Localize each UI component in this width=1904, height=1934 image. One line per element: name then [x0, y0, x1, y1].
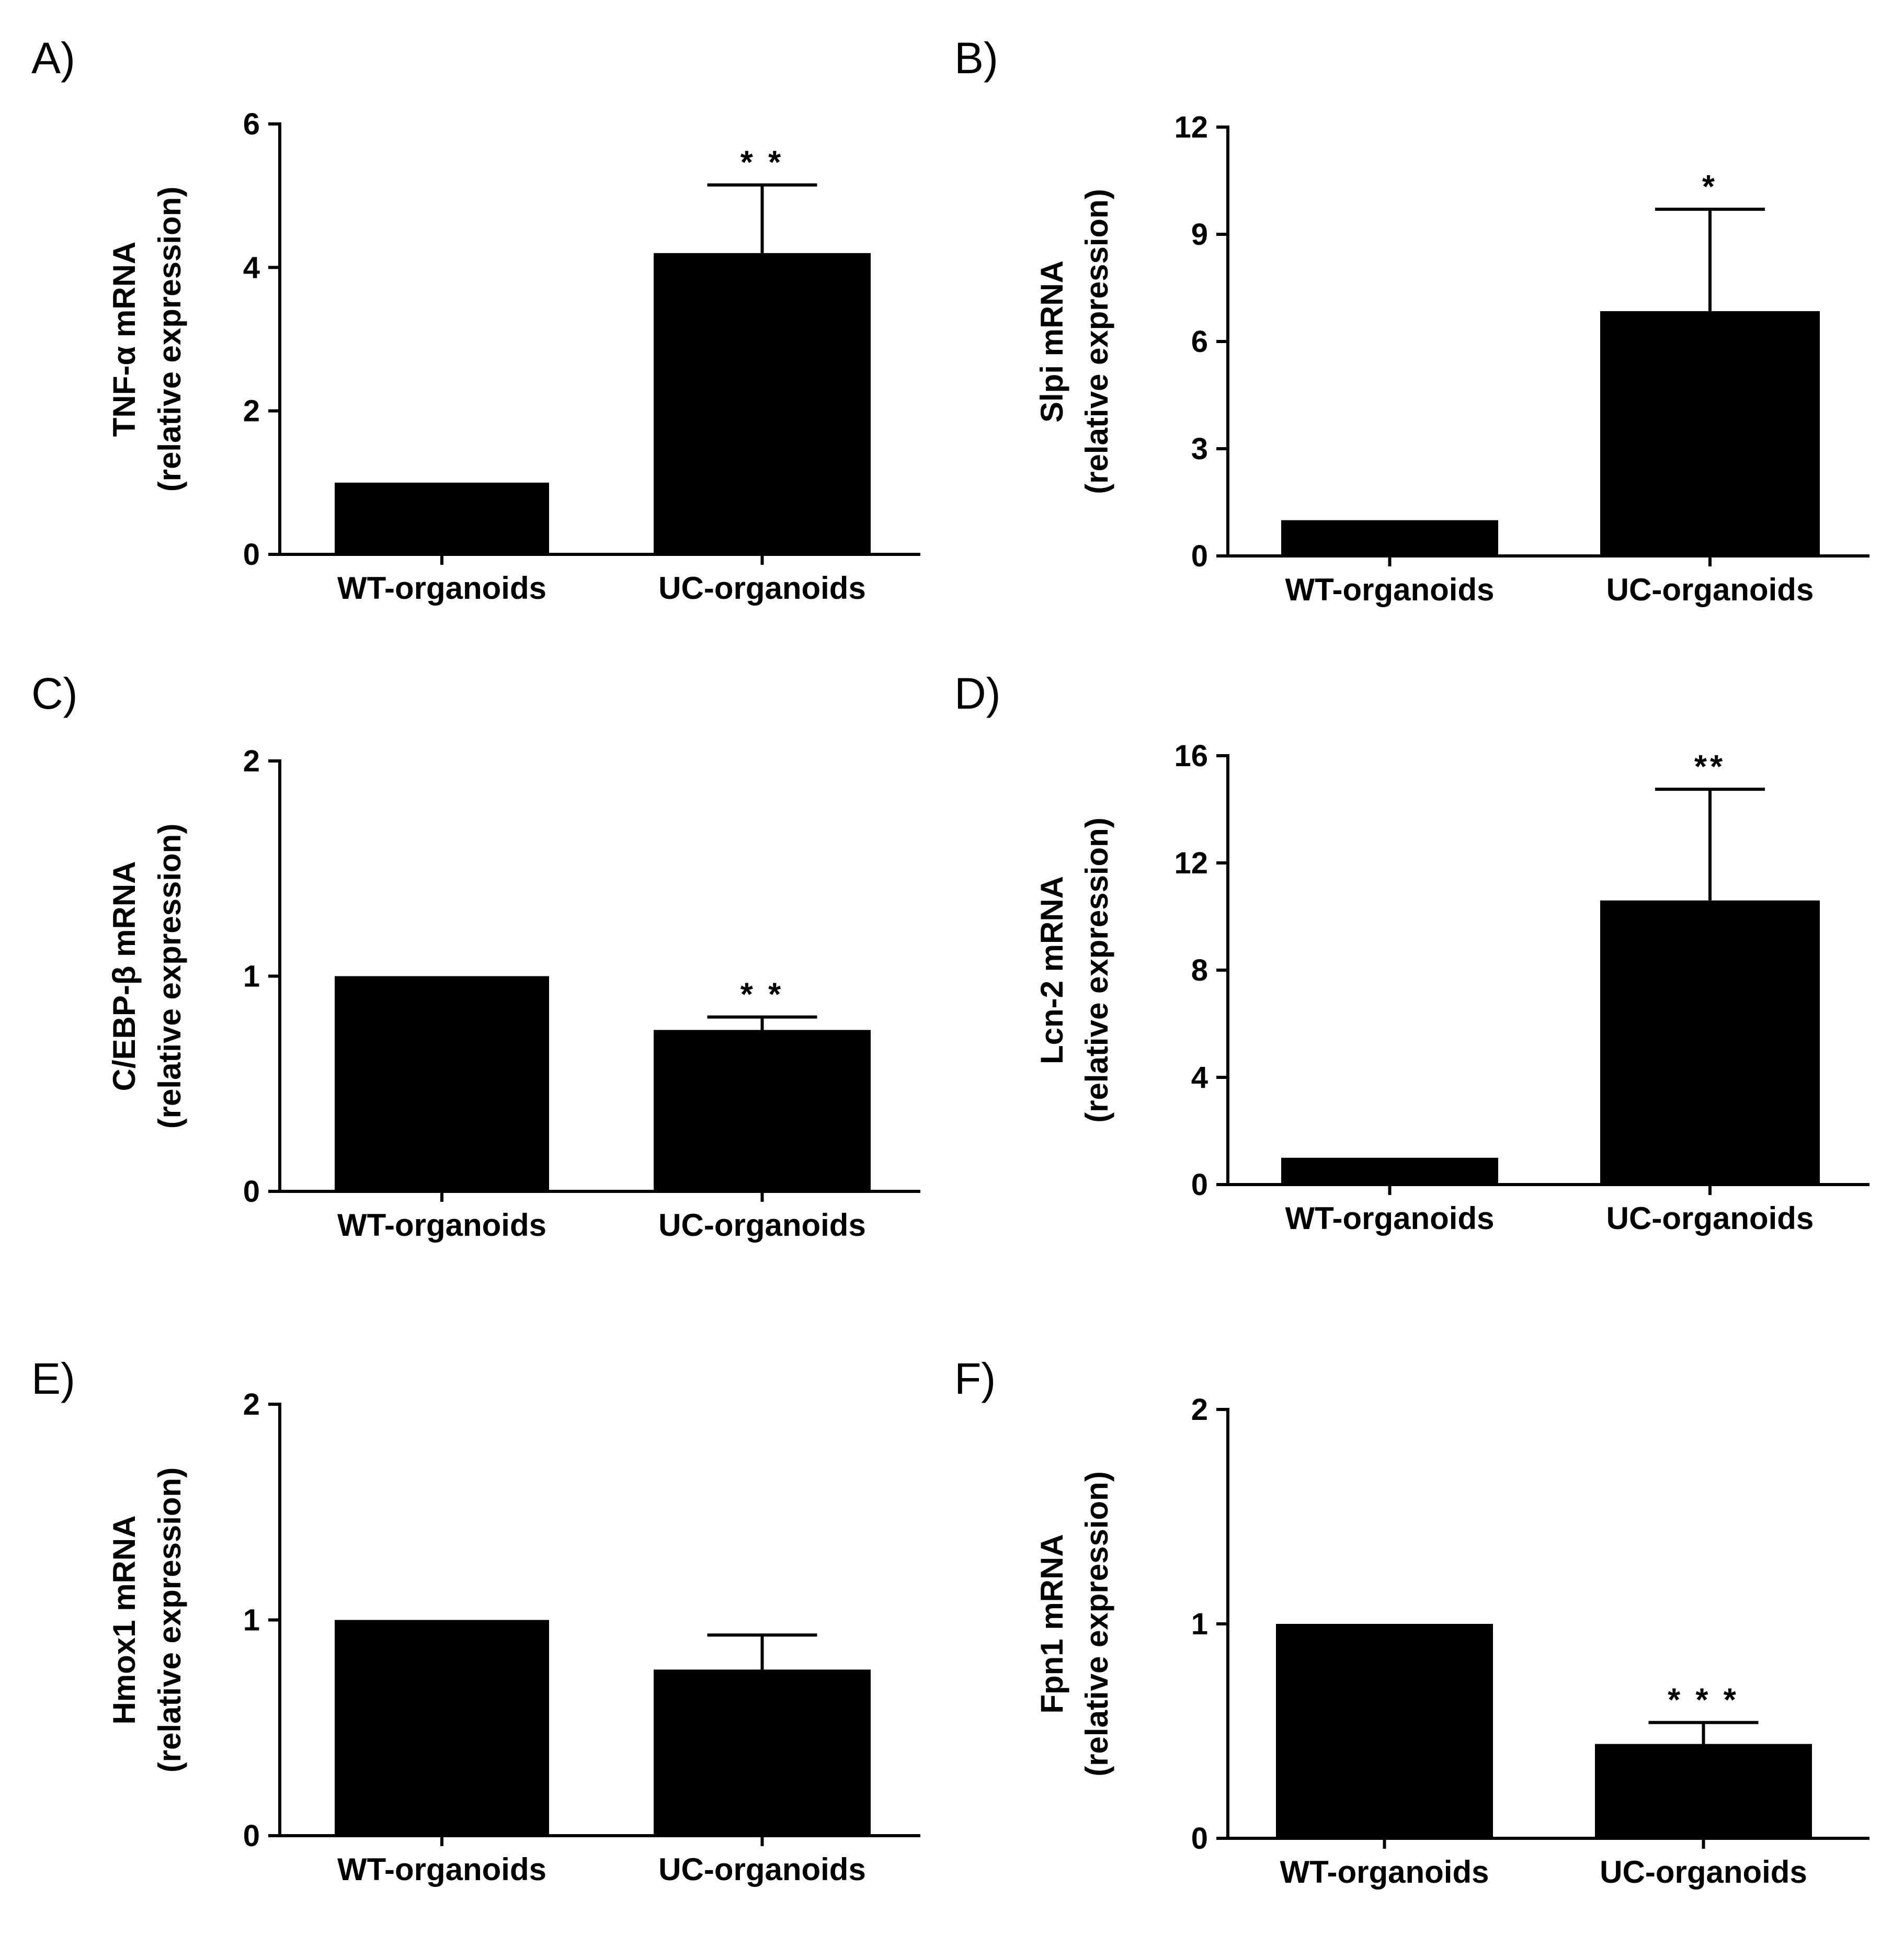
x-tick-label: UC-organoids: [1600, 1855, 1807, 1890]
significance-marker: *: [1702, 169, 1718, 205]
y-tick-label: 0: [243, 1819, 260, 1853]
bar-wt-organoids: [1281, 1157, 1498, 1185]
x-tick-label: UC-organoids: [658, 1852, 866, 1887]
y-tick-label: 6: [1191, 325, 1208, 359]
chart-panel-1: A) TNF-α mRNA (relative expression) 0 2 4 6 WT-…: [31, 33, 920, 606]
panel-letter: E): [31, 1354, 75, 1403]
y-tick-label: 3: [1191, 432, 1208, 466]
bar-uc-organoids: [1600, 311, 1820, 556]
y-tick-label: 2: [243, 1387, 260, 1421]
y-tick-label: 2: [243, 394, 260, 428]
y-tick-label: 16: [1174, 739, 1208, 773]
x-tick-label: WT-organoids: [337, 1208, 546, 1243]
y-tick-label: 2: [243, 744, 260, 778]
chart-panel-5: E) Hmox1 mRNA (relative expression) 0 1 2 WT-o…: [31, 1354, 920, 1887]
bar-wt-organoids: [1276, 1624, 1493, 1838]
y-tick-label: 4: [1191, 1061, 1208, 1095]
bar-uc-organoids: [654, 1030, 871, 1191]
y-tick-label: 8: [1191, 953, 1208, 987]
y-axis-label-units: (relative expression): [1079, 189, 1114, 494]
y-tick-label: 12: [1174, 846, 1208, 880]
chart-panel-4: D) Lcn-2 mRNA (relative expression) 0 4 8 12 16…: [954, 669, 1869, 1236]
chart-panel-3: C) C/EBP-β mRNA (relative expression) 0 1 2 WT…: [31, 669, 920, 1243]
significance-marker: * * *: [1668, 1682, 1739, 1719]
y-tick-label: 4: [243, 251, 260, 285]
y-tick-label: 6: [243, 107, 260, 141]
panel-letter: B): [954, 33, 998, 83]
significance-marker: * *: [740, 977, 784, 1013]
panel-letter: C): [31, 669, 78, 718]
bar-wt-organoids: [1281, 520, 1498, 556]
y-tick-label: 0: [243, 538, 260, 572]
y-tick-label: 0: [1191, 1822, 1208, 1856]
bar-wt-organoids: [335, 482, 549, 554]
x-tick-label: UC-organoids: [658, 1208, 866, 1243]
y-axis-label-units: (relative expression): [152, 824, 187, 1129]
chart-panel-6: F) Fpn1 mRNA (relative expression) 0 1 2 WT-or…: [954, 1354, 1869, 1890]
y-tick-label: 12: [1174, 110, 1208, 144]
chart-panel-2: B) Slpi mRNA (relative expression) 0 3 6 9 12 WT…: [954, 33, 1869, 607]
y-tick-label: 2: [1191, 1393, 1208, 1427]
y-tick-label: 1: [243, 960, 260, 994]
bar-uc-organoids: [1600, 900, 1820, 1185]
bar-uc-organoids: [654, 253, 871, 554]
bar-wt-organoids: [335, 1620, 549, 1836]
y-axis-label: TNF-α mRNA: [107, 242, 142, 437]
x-tick-label: WT-organoids: [1280, 1855, 1489, 1890]
y-axis-label: C/EBP-β mRNA: [107, 861, 142, 1091]
panel-letter: A): [31, 33, 75, 83]
y-axis-label-units: (relative expression): [152, 1467, 187, 1773]
y-axis-label-units: (relative expression): [1079, 1471, 1114, 1777]
bar-uc-organoids: [1595, 1744, 1812, 1838]
x-tick-label: UC-organoids: [1606, 1201, 1814, 1236]
panel-letter: D): [954, 669, 1001, 718]
y-tick-label: 0: [1191, 1168, 1208, 1202]
y-tick-label: 1: [1191, 1607, 1208, 1641]
y-axis-label: Lcn-2 mRNA: [1034, 876, 1069, 1064]
y-axis-label: Hmox1 mRNA: [107, 1515, 142, 1724]
y-tick-label: 9: [1191, 218, 1208, 252]
y-tick-label: 1: [243, 1603, 260, 1637]
y-axis-label: Fpn1 mRNA: [1034, 1534, 1069, 1713]
significance-marker: * *: [740, 145, 784, 181]
bar-wt-organoids: [335, 976, 549, 1191]
y-tick-label: 0: [243, 1175, 260, 1209]
significance-marker: **: [1694, 749, 1726, 785]
y-axis-label: Slpi mRNA: [1034, 260, 1069, 423]
y-axis-label-units: (relative expression): [152, 187, 187, 492]
x-tick-label: UC-organoids: [1606, 572, 1814, 607]
x-tick-label: WT-organoids: [1285, 572, 1495, 607]
x-tick-label: WT-organoids: [337, 571, 546, 606]
panel-letter: F): [954, 1354, 996, 1403]
x-tick-label: WT-organoids: [1285, 1201, 1495, 1236]
x-tick-label: WT-organoids: [337, 1852, 546, 1887]
x-tick-label: UC-organoids: [658, 571, 866, 606]
y-axis-label-units: (relative expression): [1079, 817, 1114, 1123]
bar-uc-organoids: [654, 1669, 871, 1836]
y-tick-label: 0: [1191, 539, 1208, 573]
